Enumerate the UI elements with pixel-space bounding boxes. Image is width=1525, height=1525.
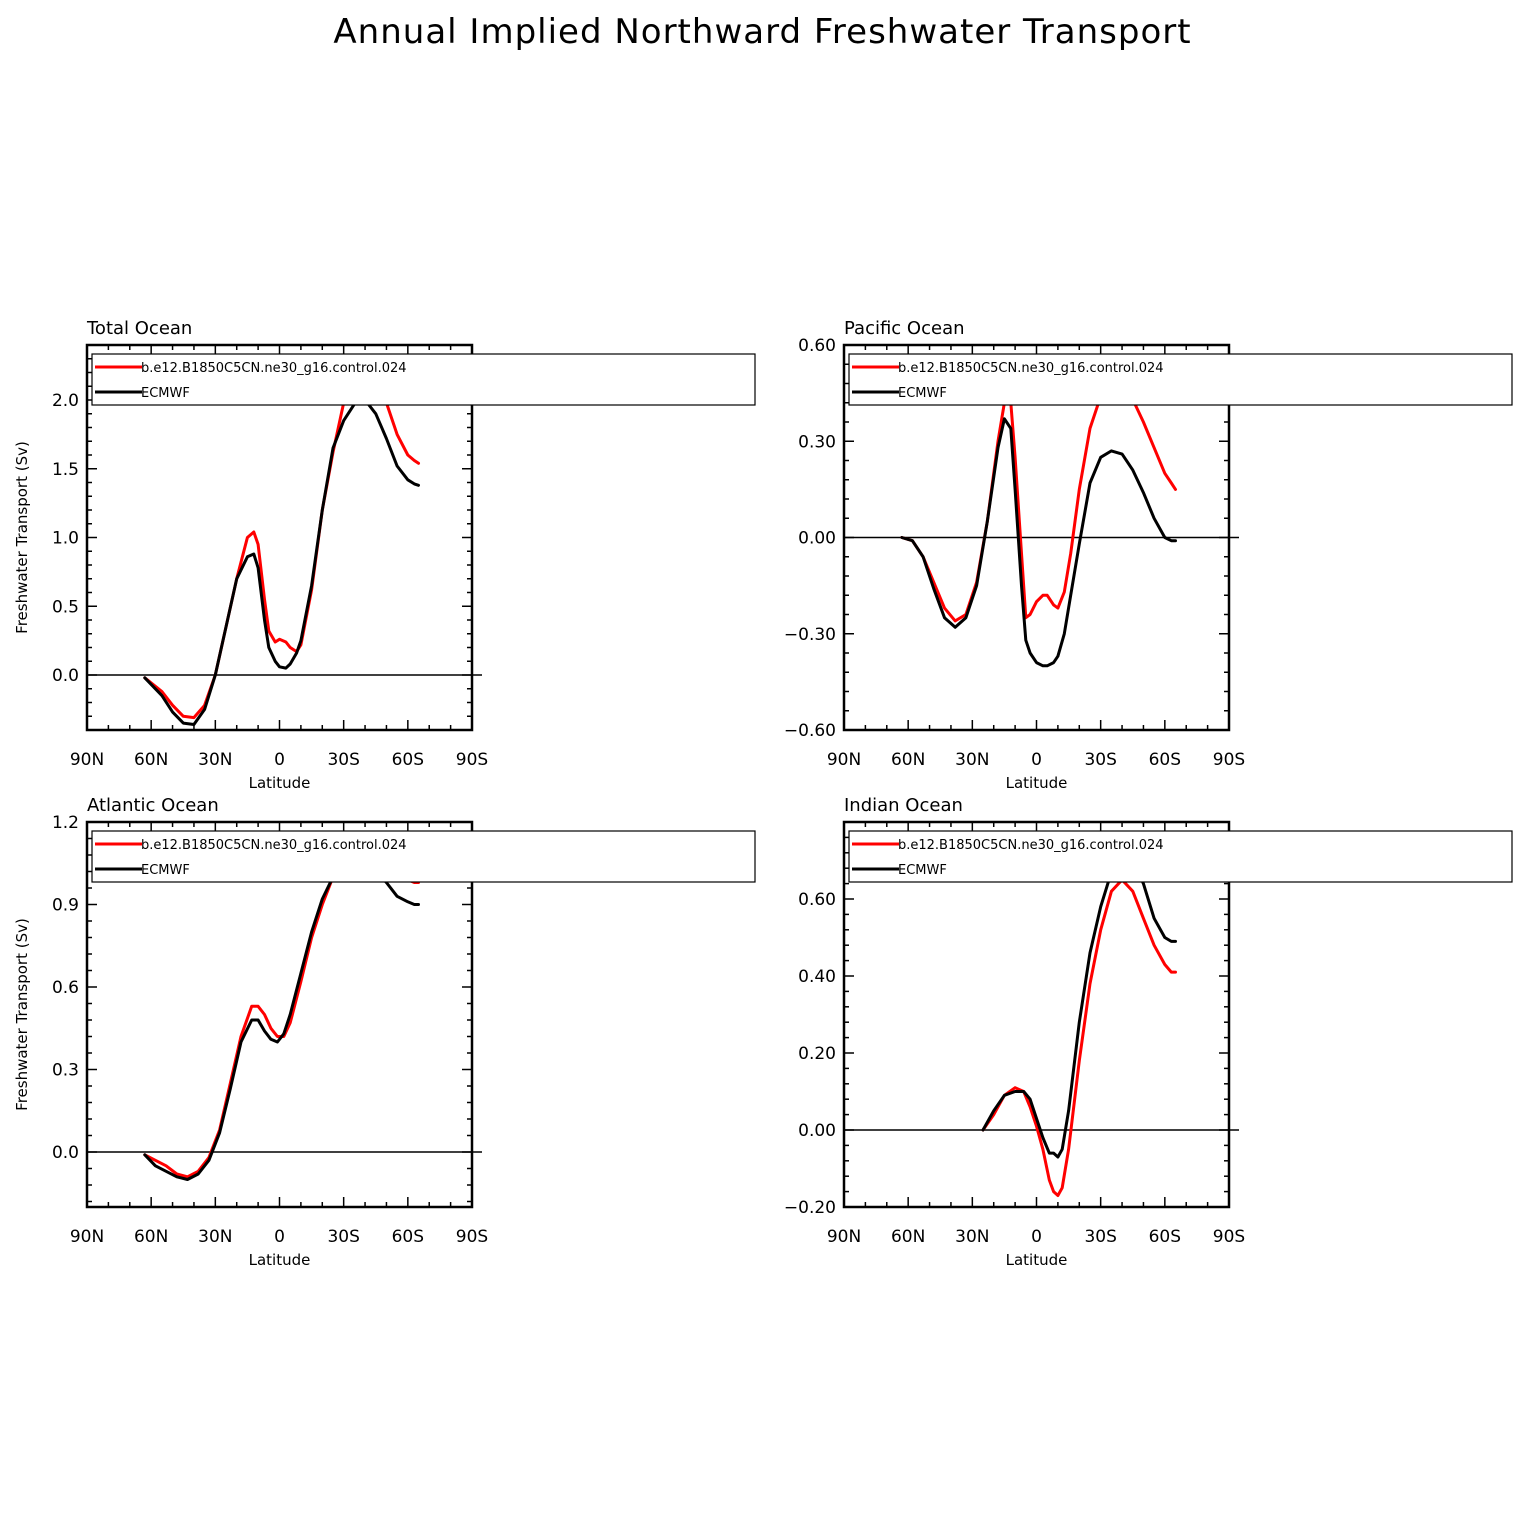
y-axis-label: Freshwater Transport (Sv) — [13, 918, 31, 1111]
x-tick-label: 30S — [1084, 750, 1116, 770]
y-tick-label: 1.0 — [52, 529, 79, 549]
y-tick-label: 1.2 — [52, 813, 79, 833]
panel-indian-ocean: 90N 60N 30N 0 30S 60S 90S 0.60 0.40 0.20 0.00 −0.20… — [784, 795, 1513, 1269]
y-tick-label: 0.9 — [52, 896, 79, 916]
legend-box — [848, 830, 1513, 883]
y-tick-label: 0.40 — [798, 967, 836, 987]
panel-title: Pacific Ocean — [844, 318, 965, 339]
x-tick-label: 90N — [70, 750, 104, 770]
y-axis-label: Freshwater Transport (Sv) — [13, 441, 31, 634]
y-tick-label: 0.3 — [52, 1061, 79, 1081]
y-tick-label: 1.5 — [52, 460, 79, 480]
series-line-ecmwf — [900, 417, 1177, 668]
y-tick-label: 0.30 — [798, 432, 836, 452]
x-axis-label: Latitude — [249, 774, 311, 792]
legend-label-model: b.e12.B1850C5CN.ne30_g16.control.024 — [141, 361, 407, 376]
x-tick-label: 90N — [70, 1227, 104, 1247]
series-line-ecmwf — [143, 864, 420, 1181]
x-tick-label: 60S — [392, 1227, 424, 1247]
legend-label-model: b.e12.B1850C5CN.ne30_g16.control.024 — [898, 838, 1164, 853]
legend-label-ecmwf: ECMWF — [898, 863, 947, 878]
x-tick-label: 30N — [955, 1227, 989, 1247]
y-tick-label: 0.60 — [798, 336, 836, 356]
y-tick-label: 0.20 — [798, 1044, 836, 1064]
x-tick-label: 30N — [198, 1227, 232, 1247]
y-tick-label: 0.0 — [52, 666, 79, 686]
x-tick-label: 0 — [274, 1227, 285, 1247]
x-tick-label: 90S — [1213, 750, 1245, 770]
x-tick-label: 60S — [1149, 750, 1181, 770]
y-tick-label: −0.30 — [784, 625, 836, 645]
panel-pacific-ocean: 90N 60N 30N 0 30S 60S 90S 0.60 0.30 0.00 −0.30 −0.6… — [784, 318, 1513, 792]
x-axis-label: Latitude — [1006, 774, 1068, 792]
y-tick-label: 0.0 — [52, 1143, 79, 1163]
y-tick-label: −0.20 — [784, 1198, 836, 1218]
x-tick-label: 30S — [1084, 1227, 1116, 1247]
plot-frame — [842, 343, 1231, 732]
x-tick-label: 30S — [327, 750, 359, 770]
series-line-model — [981, 878, 1177, 1197]
x-tick-label: 60N — [134, 1227, 168, 1247]
y-tick-label: 0.00 — [798, 1121, 836, 1141]
legend-label-ecmwf: ECMWF — [141, 386, 190, 401]
x-tick-label: 0 — [274, 750, 285, 770]
legend-box — [91, 353, 756, 406]
panel-total-ocean: 90N 60N 30N 0 30S 60S 90S 0.0 0.5 1.0 1.5 2.0 Total … — [13, 318, 756, 792]
x-tick-label: 30N — [198, 750, 232, 770]
plot-frame — [85, 343, 474, 732]
figure-title: Annual Implied Northward Freshwater Tran… — [333, 12, 1192, 52]
panel-title: Total Ocean — [86, 318, 192, 339]
x-axis-label: Latitude — [1006, 1251, 1068, 1269]
x-tick-label: 60N — [891, 1227, 925, 1247]
legend-box — [848, 353, 1513, 406]
panel-title: Indian Ocean — [844, 795, 963, 816]
legend-label-ecmwf: ECMWF — [898, 386, 947, 401]
x-tick-label: 60N — [891, 750, 925, 770]
series-line-model — [143, 831, 420, 1179]
y-tick-label: 2.0 — [52, 391, 79, 411]
x-tick-label: 0 — [1031, 750, 1042, 770]
panel-atlantic-ocean: 90N 60N 30N 0 30S 60S 90S 0.0 0.3 0.6 0.9 1.2 Atlant… — [13, 795, 756, 1269]
legend-label-model: b.e12.B1850C5CN.ne30_g16.control.024 — [141, 838, 407, 853]
legend-label-ecmwf: ECMWF — [141, 863, 190, 878]
panel-title: Atlantic Ocean — [87, 795, 219, 816]
plot-frame — [842, 820, 1231, 1209]
series-line-ecmwf — [981, 855, 1177, 1159]
x-tick-label: 90N — [827, 1227, 861, 1247]
x-tick-label: 90S — [456, 750, 488, 770]
x-tick-label: 60N — [134, 750, 168, 770]
x-tick-label: 30N — [955, 750, 989, 770]
x-tick-label: 90N — [827, 750, 861, 770]
legend-label-model: b.e12.B1850C5CN.ne30_g16.control.024 — [898, 361, 1164, 376]
y-tick-label: 0.6 — [52, 978, 79, 998]
x-tick-label: 90S — [456, 1227, 488, 1247]
y-tick-label: 0.60 — [798, 890, 836, 910]
series-line-ecmwf — [143, 398, 420, 726]
y-tick-label: 0.00 — [798, 529, 836, 549]
x-tick-label: 30S — [327, 1227, 359, 1247]
series-line-model — [900, 382, 1177, 623]
x-tick-label: 60S — [1149, 1227, 1181, 1247]
legend-box — [91, 830, 756, 883]
x-tick-label: 60S — [392, 750, 424, 770]
y-tick-label: −0.60 — [784, 721, 836, 741]
x-axis-label: Latitude — [249, 1251, 311, 1269]
x-tick-label: 90S — [1213, 1227, 1245, 1247]
plot-frame — [85, 820, 474, 1209]
y-tick-label: 0.5 — [52, 597, 79, 617]
x-tick-label: 0 — [1031, 1227, 1042, 1247]
